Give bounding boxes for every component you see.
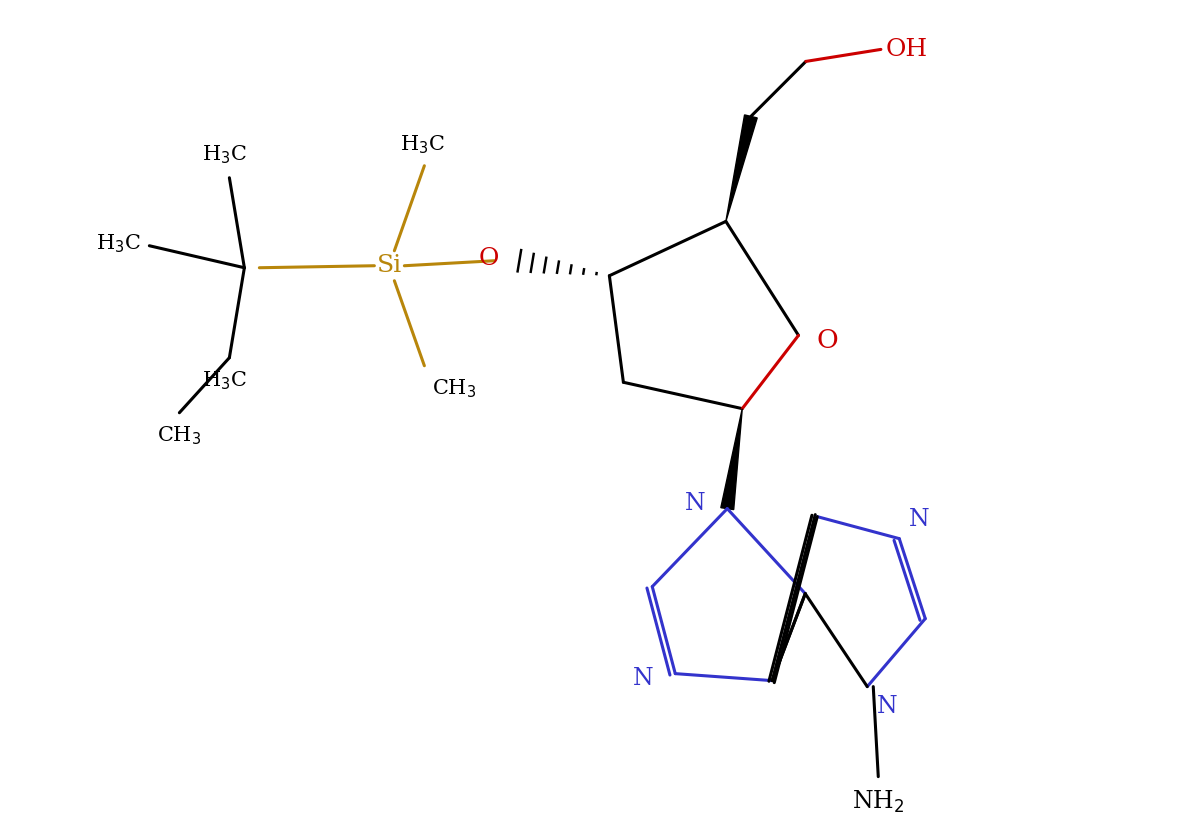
Text: H$_3$C: H$_3$C bbox=[96, 232, 142, 255]
Text: NH$_2$: NH$_2$ bbox=[852, 789, 904, 815]
Text: O: O bbox=[816, 328, 838, 353]
Text: N: N bbox=[684, 492, 706, 515]
Text: CH$_3$: CH$_3$ bbox=[157, 425, 201, 447]
Text: H$_3$C: H$_3$C bbox=[400, 133, 445, 156]
Text: H$_3$C: H$_3$C bbox=[202, 143, 246, 166]
Text: OH: OH bbox=[885, 38, 928, 61]
Polygon shape bbox=[726, 115, 757, 221]
Text: N: N bbox=[909, 508, 929, 530]
Text: CH$_3$: CH$_3$ bbox=[432, 378, 477, 401]
Text: N: N bbox=[633, 667, 653, 691]
Text: Si: Si bbox=[377, 254, 402, 277]
Polygon shape bbox=[721, 409, 743, 510]
Text: O: O bbox=[480, 247, 500, 270]
Text: N: N bbox=[877, 695, 898, 717]
Text: H$_3$C: H$_3$C bbox=[202, 370, 246, 392]
